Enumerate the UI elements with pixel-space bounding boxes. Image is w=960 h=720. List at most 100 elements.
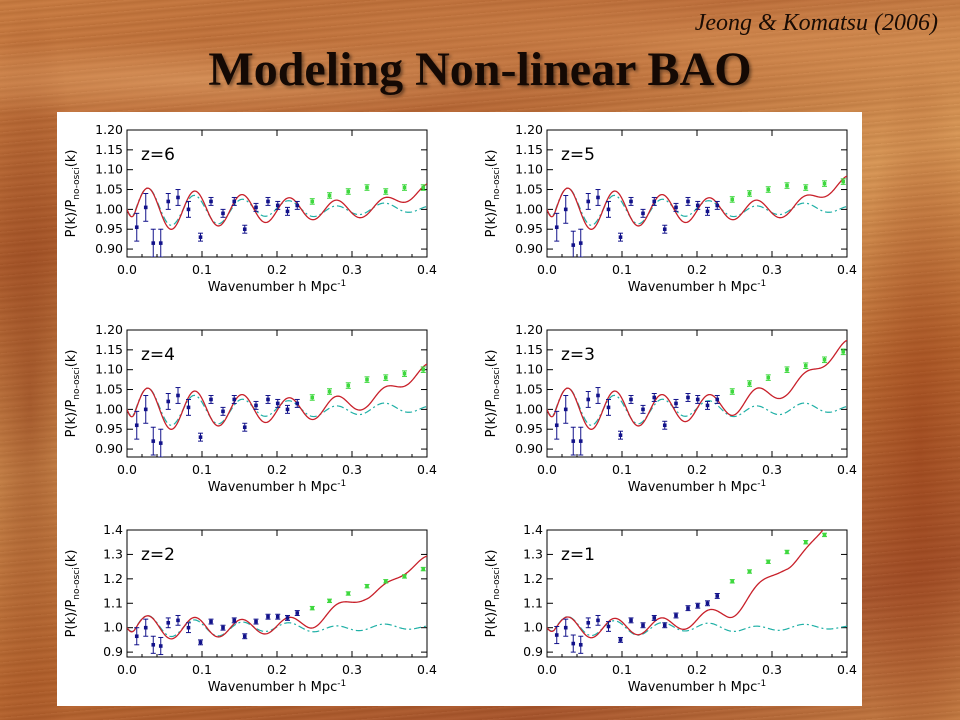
data-point — [365, 185, 369, 190]
chart-panel-6: 0.0 0.1 0.2 0.3 0.4 0.9 1.0 1.1 1.2 1.3 1.4 Wavenum… — [484, 522, 857, 695]
data-point — [134, 225, 139, 230]
data-point — [571, 641, 576, 646]
data-point — [254, 619, 258, 624]
y-tick-label: 1.00 — [95, 201, 123, 216]
data-point — [365, 584, 369, 588]
data-point — [730, 579, 735, 584]
data-point — [618, 235, 623, 239]
data-point — [606, 207, 611, 212]
data-point — [285, 209, 290, 214]
nonlinear-model-line — [547, 530, 824, 639]
data-point — [186, 207, 191, 212]
data-point — [641, 407, 645, 412]
data-point — [346, 189, 351, 194]
x-axis-title: Wavenumber h Mpc-1 — [628, 479, 767, 495]
y-tick-label: 1.20 — [95, 322, 123, 337]
x-tick-label: 0.2 — [267, 462, 287, 477]
x-tick-label: 0.1 — [192, 462, 212, 477]
y-tick-label: 1.00 — [515, 201, 543, 216]
data-point — [275, 401, 280, 406]
redshift-label: z=2 — [141, 545, 175, 565]
data-point — [629, 199, 633, 204]
points-high-k — [729, 526, 845, 584]
data-point — [596, 393, 600, 398]
data-point — [841, 526, 845, 530]
data-point — [652, 616, 657, 620]
data-point — [166, 399, 171, 404]
x-tick-label: 0.0 — [537, 262, 557, 277]
data-point — [629, 397, 633, 402]
data-point — [715, 594, 720, 598]
points-low-k — [554, 387, 720, 456]
data-point — [695, 397, 700, 402]
data-point — [151, 241, 156, 245]
data-point — [822, 533, 827, 537]
x-tick-label: 0.0 — [537, 462, 557, 477]
data-point — [383, 579, 388, 584]
points-low-k — [134, 189, 300, 257]
y-tick-label: 1.15 — [515, 142, 543, 157]
data-point — [254, 403, 258, 408]
data-point — [266, 397, 270, 402]
data-point — [310, 606, 315, 610]
data-point — [310, 395, 315, 400]
data-point — [151, 439, 156, 443]
data-point — [176, 618, 180, 623]
chart-panel-2: 0.0 0.1 0.2 0.3 0.4 0.90 0.95 1.00 1.05 1.10 1.15 1… — [484, 122, 857, 295]
data-point — [554, 423, 559, 428]
y-tick-label: 1.4 — [523, 522, 543, 537]
x-tick-label: 0.2 — [267, 662, 287, 677]
data-point — [327, 599, 332, 603]
redshift-label: z=5 — [561, 145, 595, 165]
x-tick-label: 0.1 — [612, 462, 632, 477]
data-point — [402, 185, 407, 190]
data-point — [686, 395, 690, 400]
y-tick-label: 0.95 — [95, 221, 123, 236]
data-point — [242, 227, 247, 232]
chart-panel-1: 0.0 0.1 0.2 0.3 0.4 0.90 0.95 1.00 1.05 1.10 1.15 1… — [64, 122, 437, 295]
data-point — [766, 559, 771, 564]
y-tick-label: 1.10 — [95, 162, 123, 177]
x-tick-label: 0.0 — [537, 662, 557, 677]
data-point — [143, 625, 148, 630]
y-axis-title: P(k)/Pno-osci(k) — [64, 350, 82, 438]
x-axis-title: Wavenumber h Mpc-1 — [628, 279, 767, 295]
data-point — [402, 371, 407, 376]
data-point — [618, 433, 623, 437]
data-point — [176, 195, 180, 200]
data-point — [151, 642, 156, 647]
data-point — [134, 423, 139, 428]
data-point — [785, 550, 789, 554]
data-point — [198, 435, 203, 439]
data-point — [578, 241, 583, 245]
data-point — [275, 614, 280, 619]
data-point — [674, 205, 678, 210]
data-point — [421, 185, 426, 190]
data-point — [554, 633, 559, 637]
data-point — [586, 199, 591, 204]
citation: Jeong & Komatsu (2006) — [694, 10, 938, 36]
data-point — [242, 634, 247, 639]
y-tick-label: 0.95 — [515, 421, 543, 436]
data-point — [571, 243, 576, 247]
data-point — [715, 203, 720, 208]
data-point — [158, 441, 163, 445]
y-axis-title: P(k)/Pno-osci(k) — [64, 550, 82, 638]
data-point — [221, 409, 225, 414]
linear-theory-line — [547, 387, 847, 426]
x-tick-label: 0.1 — [192, 262, 212, 277]
y-tick-label: 1.15 — [95, 142, 123, 157]
nonlinear-model-line — [547, 175, 847, 230]
data-point — [695, 603, 700, 608]
data-point — [618, 638, 623, 642]
data-point — [730, 389, 735, 394]
y-tick-label: 0.9 — [523, 644, 543, 659]
points-high-k — [309, 366, 426, 401]
x-tick-label: 0.4 — [837, 462, 857, 477]
y-tick-label: 0.90 — [95, 241, 123, 256]
y-tick-label: 0.95 — [515, 221, 543, 236]
x-tick-label: 0.2 — [687, 462, 707, 477]
y-tick-label: 1.20 — [95, 122, 123, 137]
data-point — [822, 357, 827, 362]
linear-theory-line — [547, 187, 847, 226]
